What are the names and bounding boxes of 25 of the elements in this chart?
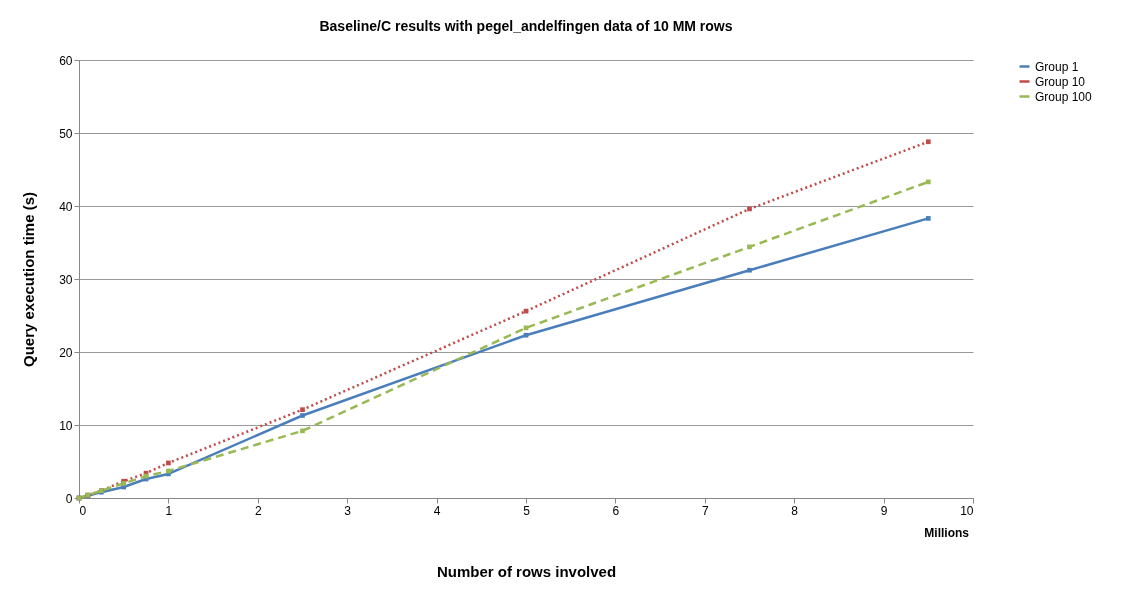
x-tick-label: 3	[344, 503, 352, 518]
legend-label: Group 100	[1035, 89, 1093, 104]
x-tick-label: 1	[165, 503, 173, 518]
x-tick-label: 4	[433, 503, 441, 518]
y-tick-label: 0	[65, 491, 73, 506]
y-axis-title: Query execution time (s)	[20, 191, 38, 368]
y-tick-label: 20	[59, 345, 73, 360]
y-tick-label: 30	[59, 272, 73, 287]
x-tick-label: 10	[960, 503, 974, 518]
x-tick-label: 2	[254, 503, 262, 518]
text: Millions	[924, 526, 970, 540]
y-tick-label: 10	[59, 418, 73, 433]
x-tick-label: 6	[612, 503, 620, 518]
x-tick-label: 8	[791, 503, 799, 518]
y-tick-label: 40	[59, 199, 73, 214]
x-tick-label: 5	[523, 503, 531, 518]
chart-title: Baseline/C results with pegel_andelfingen data of 10 MM rows	[319, 18, 733, 34]
x-tick-label: 9	[880, 503, 888, 518]
legend-label: Group 1	[1035, 59, 1079, 74]
y-tick-label: 50	[59, 126, 73, 141]
y-tick-label: 60	[59, 53, 73, 68]
legend-label: Group 10	[1035, 74, 1086, 89]
x-tick-label: 7	[701, 503, 709, 518]
x-axis-title: Number of rows involved	[436, 562, 617, 580]
x-tick-label: 0	[79, 503, 87, 518]
